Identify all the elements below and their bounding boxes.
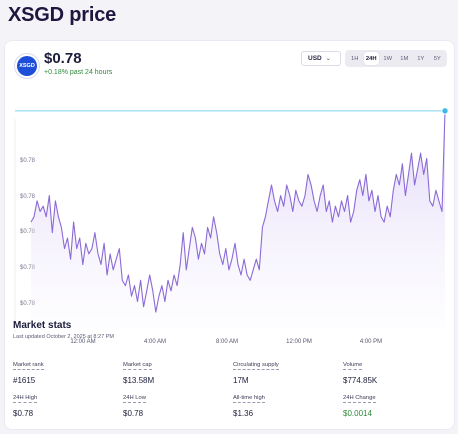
stat-market-rank: Market rank #1615 — [13, 353, 113, 385]
range-tab-24h[interactable]: 24H — [363, 52, 379, 65]
range-tab-1m[interactable]: 1M — [400, 55, 409, 62]
y-tick-label: $0.78 — [20, 265, 36, 271]
stat-value: $774.85K — [343, 376, 378, 385]
range-tab-5y[interactable]: 5Y — [433, 55, 441, 62]
price-area — [31, 110, 445, 329]
y-tick-label: $0.78 — [20, 158, 36, 164]
market-stats-updated: Last updated October 2, 2025 at 8:27 PM — [13, 334, 114, 340]
stat-circulating-supply: Circulating supply 17M — [233, 353, 333, 385]
range-tab-1h[interactable]: 1H — [351, 55, 359, 62]
range-tab-1y[interactable]: 1Y — [417, 55, 425, 62]
stat-value: 17M — [233, 376, 249, 385]
stat-value: $0.78 — [13, 409, 34, 418]
x-tick-label: 4:00 AM — [144, 339, 166, 345]
x-tick-label: 12:00 AM — [70, 339, 95, 345]
stat-value: $0.0014 — [343, 409, 372, 418]
stat-label[interactable]: 24H High — [13, 395, 38, 403]
price-chart-svg: $0.78 $0.78 $0.78 $0.78 $0.78 12:00 AM 4:00 A… — [14, 107, 449, 345]
stat-24h-high: 24H High $0.78 — [13, 386, 113, 418]
stat-label[interactable]: 24H Change — [343, 395, 376, 403]
currency-select[interactable]: USD ⌄ — [301, 51, 341, 66]
stat-label[interactable]: 24H Low — [123, 395, 146, 403]
stat-24h-change: 24H Change $0.0014 — [343, 386, 443, 418]
y-tick-label: $0.78 — [20, 194, 36, 200]
token-logo-text: XSGD — [17, 56, 37, 76]
current-price-dot — [441, 107, 449, 115]
currency-value: USD — [308, 55, 322, 62]
stat-label[interactable]: Circulating supply — [233, 362, 279, 370]
stat-24h-low: 24H Low $0.78 — [123, 386, 223, 418]
token-logo: XSGD — [14, 53, 40, 79]
x-tick-label: 8:00 AM — [216, 339, 238, 345]
stat-label[interactable]: Volume — [343, 362, 363, 370]
chevron-down-icon: ⌄ — [325, 56, 331, 62]
range-tabs: 1H 24H 1W 1M 1Y 5Y — [345, 50, 447, 67]
stat-value: #1615 — [13, 376, 36, 385]
price-card: XSGD $0.78 +0.18% past 24 hours USD ⌄ 1H… — [4, 40, 455, 430]
stat-label[interactable]: All-time high — [233, 395, 265, 403]
y-tick-label: $0.78 — [20, 229, 36, 235]
range-tab-1w[interactable]: 1W — [383, 55, 393, 62]
x-tick-label: 12:00 PM — [286, 339, 312, 345]
stat-volume: Volume $774.85K — [343, 353, 443, 385]
stat-value: $1.36 — [233, 409, 254, 418]
price-line — [30, 110, 446, 313]
current-price: $0.78 — [44, 50, 82, 67]
stat-label[interactable]: Market rank — [13, 362, 44, 370]
stat-value: $0.78 — [123, 409, 144, 418]
stat-label[interactable]: Market cap — [123, 362, 152, 370]
x-tick-label: 4:00 PM — [360, 339, 382, 345]
y-tick-label: $0.78 — [20, 301, 36, 307]
stat-all-time-high: All-time high $1.36 — [233, 386, 333, 418]
price-chart[interactable]: $0.78 $0.78 $0.78 $0.78 $0.78 12:00 AM 4:00 A… — [5, 83, 456, 353]
market-stats-title: Market stats — [13, 320, 72, 331]
stat-market-cap: Market cap $13.58M — [123, 353, 223, 385]
page-title: XSGD price — [8, 4, 117, 26]
stat-value: $13.58M — [123, 376, 155, 385]
price-change: +0.18% past 24 hours — [44, 69, 113, 76]
